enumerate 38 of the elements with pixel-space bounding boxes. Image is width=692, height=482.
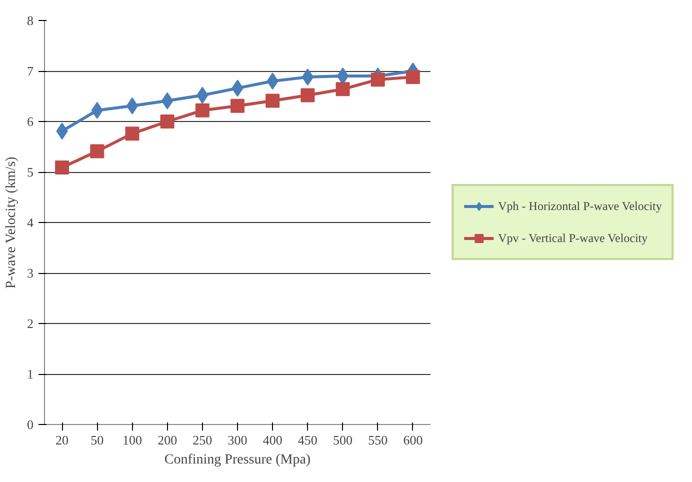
x-tick-label: 500 — [333, 432, 353, 448]
legend-label: Vpv - Vertical P-wave Velocity — [498, 230, 648, 246]
point — [125, 126, 140, 141]
y-tick-label: 5 — [27, 164, 34, 180]
point — [370, 72, 385, 87]
x-tick-label: 20 — [56, 432, 69, 448]
point — [55, 160, 70, 174]
x-tick-label: 50 — [90, 432, 104, 448]
y-tick-label: 4 — [27, 215, 34, 230]
y-tick-label: 2 — [27, 316, 34, 331]
x-tick-label: 250 — [192, 432, 212, 448]
y-tick-label: 0 — [27, 417, 34, 432]
y-tick-label: 3 — [27, 266, 34, 280]
point — [266, 94, 280, 108]
y-tick-label: 6 — [27, 114, 34, 129]
x-axis-title: Confining Pressure (Mpa) — [164, 452, 311, 468]
point — [195, 103, 210, 118]
y-axis-title: P-wave Velocity (km/s) — [4, 156, 19, 289]
y-tick-label: 1 — [27, 366, 34, 382]
point — [336, 82, 350, 96]
x-tick-label: 400 — [262, 432, 282, 448]
point — [90, 144, 104, 158]
x-tick-label: 600 — [403, 432, 423, 448]
y-tick-label: 8 — [27, 13, 34, 28]
point — [161, 92, 174, 110]
point — [126, 97, 138, 114]
x-tick-label: 100 — [122, 432, 142, 448]
point — [300, 88, 315, 102]
legend-label: Vph - Horizontal P-wave Velocity — [498, 198, 662, 214]
x-tick-label: 450 — [298, 432, 318, 448]
point — [406, 70, 420, 84]
point — [230, 98, 244, 113]
x-tick-label: 300 — [228, 432, 248, 448]
x-tick-label: 200 — [158, 432, 178, 448]
y-tick-label: 7 — [27, 64, 34, 78]
point — [302, 68, 314, 86]
point — [160, 114, 174, 128]
x-tick-label: 550 — [368, 432, 388, 448]
